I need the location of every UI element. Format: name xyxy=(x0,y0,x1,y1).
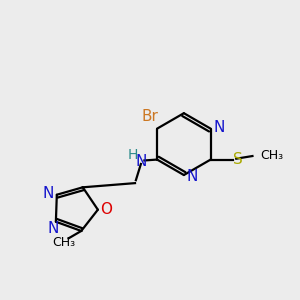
Text: O: O xyxy=(100,202,112,217)
Text: N: N xyxy=(213,120,225,135)
Text: H: H xyxy=(128,148,138,162)
Text: N: N xyxy=(186,169,198,184)
Text: N: N xyxy=(135,154,147,169)
Text: N: N xyxy=(48,221,59,236)
Text: S: S xyxy=(233,152,243,167)
Text: CH₃: CH₃ xyxy=(260,149,283,162)
Text: CH₃: CH₃ xyxy=(52,236,75,249)
Text: Br: Br xyxy=(141,109,158,124)
Text: N: N xyxy=(43,186,54,201)
